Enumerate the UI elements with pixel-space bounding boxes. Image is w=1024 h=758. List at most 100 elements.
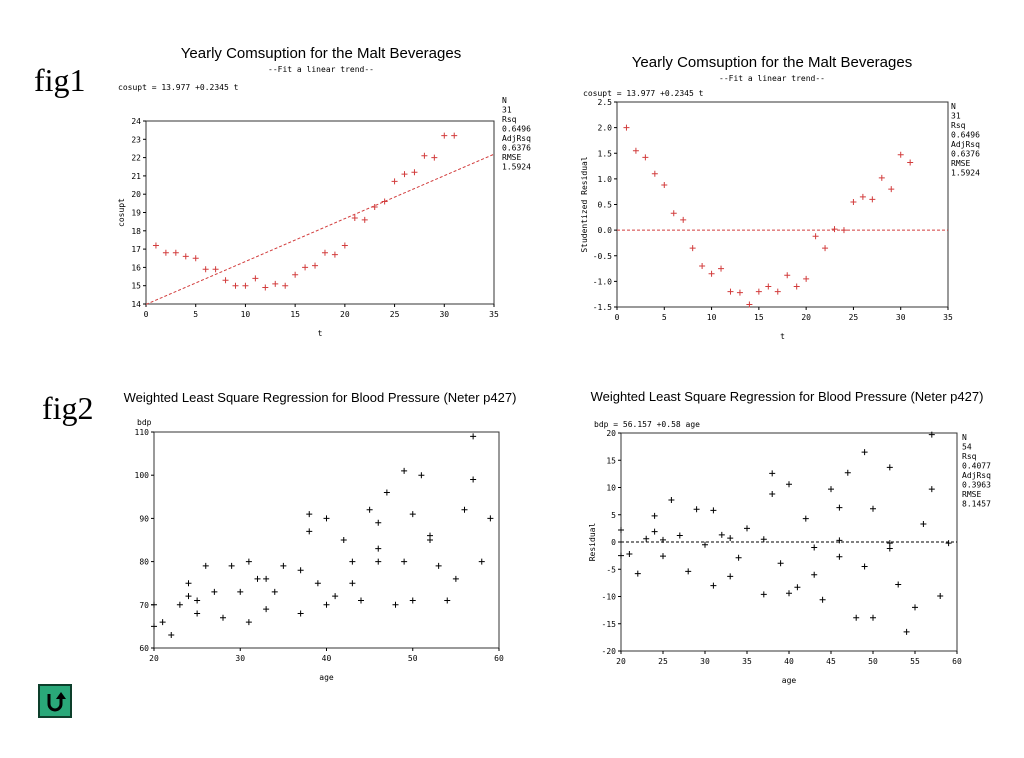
data-point xyxy=(945,540,952,547)
y-tick-label: 15 xyxy=(131,282,141,291)
stat-text: 54 xyxy=(962,443,972,452)
data-point xyxy=(840,227,847,234)
data-point xyxy=(802,515,809,522)
chart-subtitle: --Fit a linear trend-- xyxy=(268,65,374,74)
data-point xyxy=(903,628,910,635)
x-tick-label: 30 xyxy=(235,654,245,663)
y-tick-label: -5 xyxy=(606,565,616,574)
data-point xyxy=(819,596,826,603)
x-tick-label: 35 xyxy=(489,310,499,319)
stat-text: AdjRsq xyxy=(502,134,531,143)
x-tick-label: 20 xyxy=(801,313,811,322)
stat-text: N xyxy=(962,433,967,442)
data-point xyxy=(306,528,313,535)
data-point xyxy=(220,614,226,621)
data-point xyxy=(323,601,330,608)
y-tick-label: 90 xyxy=(139,514,149,523)
data-point xyxy=(411,169,418,176)
data-point xyxy=(306,511,313,518)
y-tick-label: -15 xyxy=(602,620,617,629)
stat-text: RMSE xyxy=(962,490,981,499)
data-point xyxy=(660,553,666,560)
y-tick-label: -20 xyxy=(602,647,617,656)
data-point xyxy=(626,550,633,557)
data-point xyxy=(194,597,201,604)
x-tick-label: 40 xyxy=(322,654,332,663)
stat-text: 0.6376 xyxy=(951,150,980,159)
y-tick-label: 0 xyxy=(611,538,616,547)
data-point xyxy=(375,558,382,565)
data-point xyxy=(618,527,624,534)
chart-subtitle: --Fit a linear trend-- xyxy=(719,74,825,83)
data-point xyxy=(262,284,269,291)
y-tick-label: -0.5 xyxy=(593,252,612,261)
data-point xyxy=(375,545,382,552)
data-point xyxy=(793,283,800,290)
data-point xyxy=(623,124,630,131)
y-tick-label: -1.5 xyxy=(593,303,612,312)
data-point xyxy=(888,186,895,193)
data-point xyxy=(431,154,438,161)
stat-text: 31 xyxy=(502,106,512,115)
x-tick-label: 10 xyxy=(707,313,717,322)
data-point xyxy=(811,571,818,578)
data-point xyxy=(366,506,373,513)
y-tick-label: -10 xyxy=(602,593,617,602)
x-tick-label: 35 xyxy=(742,657,752,666)
stat-text: N xyxy=(951,102,956,111)
data-point xyxy=(361,216,368,223)
data-point xyxy=(211,588,218,595)
data-point xyxy=(861,563,868,570)
y-tick-label: 10 xyxy=(606,484,616,493)
data-point xyxy=(228,562,235,569)
data-point xyxy=(375,519,382,526)
data-point xyxy=(708,270,715,277)
data-point xyxy=(685,568,692,575)
data-point xyxy=(194,610,201,617)
data-point xyxy=(727,288,734,295)
data-point xyxy=(185,580,192,587)
data-point xyxy=(803,275,810,282)
data-point xyxy=(470,433,477,440)
data-point xyxy=(828,486,834,493)
data-point xyxy=(302,264,309,271)
data-point xyxy=(727,535,734,542)
data-point xyxy=(212,266,219,273)
stat-text: AdjRsq xyxy=(951,140,980,149)
data-point xyxy=(811,544,818,551)
y-tick-label: 19 xyxy=(131,209,141,218)
stat-text: 0.3963 xyxy=(962,481,991,490)
data-point xyxy=(401,171,408,178)
data-point xyxy=(769,470,776,477)
data-point xyxy=(312,262,319,269)
y-tick-label: 14 xyxy=(131,300,141,309)
data-point xyxy=(371,204,378,211)
data-point xyxy=(769,491,776,498)
data-point xyxy=(651,512,658,519)
x-tick-label: 10 xyxy=(241,310,251,319)
data-point xyxy=(634,570,641,577)
return-button[interactable] xyxy=(38,684,72,718)
fit-line xyxy=(145,153,495,305)
data-point xyxy=(642,154,649,161)
data-point xyxy=(618,552,624,559)
data-point xyxy=(836,537,843,544)
data-point xyxy=(452,575,459,582)
data-point xyxy=(391,178,398,185)
y-tick-label: 100 xyxy=(135,471,150,480)
data-point xyxy=(735,554,742,561)
stat-text: 1.5924 xyxy=(951,169,980,178)
data-point xyxy=(760,536,767,543)
y-tick-label: 20 xyxy=(131,190,141,199)
data-point xyxy=(358,597,364,604)
data-point xyxy=(451,132,458,139)
data-point xyxy=(689,245,696,252)
data-point xyxy=(812,233,819,240)
data-point xyxy=(710,582,717,589)
data-point xyxy=(441,132,448,139)
data-point xyxy=(736,289,743,296)
stat-text: 0.6376 xyxy=(502,144,531,153)
data-point xyxy=(680,216,687,223)
